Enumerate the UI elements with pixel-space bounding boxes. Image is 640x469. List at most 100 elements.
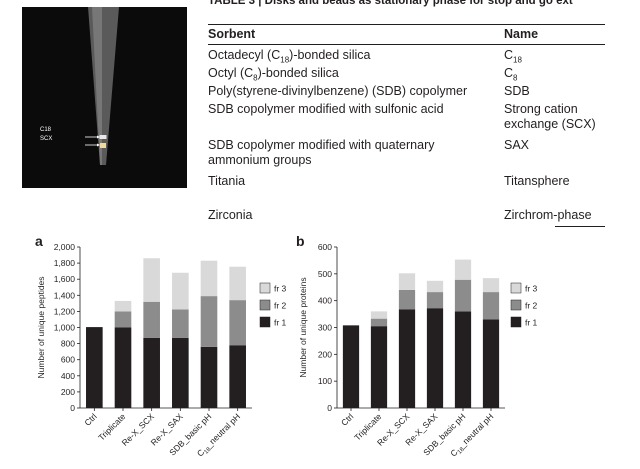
bar-segment bbox=[426, 292, 444, 309]
x-tick-label: Ctrl bbox=[82, 411, 98, 427]
y-tick-label: 1,600 bbox=[54, 274, 76, 284]
bar-segment bbox=[229, 266, 246, 301]
bar-segment bbox=[229, 345, 246, 408]
bar-segment bbox=[200, 346, 218, 408]
bar-segment bbox=[342, 325, 360, 408]
c18-photo-label: C18 bbox=[40, 127, 52, 133]
bar-segment bbox=[454, 311, 472, 408]
table-row-name: Strong cation exchange (SCX) bbox=[504, 102, 596, 131]
y-tick-label: 2,000 bbox=[54, 242, 76, 252]
name-header: Name bbox=[504, 27, 539, 41]
legend-label: fr 1 bbox=[525, 318, 538, 328]
table-row-name: SDB bbox=[504, 84, 530, 98]
y-tick-label: 1,400 bbox=[54, 290, 76, 300]
table-row-sorbent: Octyl (C8)-bonded silica bbox=[208, 66, 339, 83]
y-axis-label: Number of unique peptides bbox=[36, 276, 46, 378]
peptides-chart: a 0 200 400 600 800 1,000 1,200 1,400 1,600 1,800 2… bbox=[35, 233, 287, 460]
table-top-rule bbox=[208, 24, 605, 25]
y-tick-label: 300 bbox=[318, 323, 332, 333]
table-row-sorbent: SDB copolymer modified with quaternary a… bbox=[208, 138, 435, 167]
legend-swatch bbox=[510, 299, 522, 311]
bar-segment bbox=[482, 278, 500, 293]
c18-disk bbox=[99, 135, 107, 139]
legend-swatch bbox=[510, 282, 522, 294]
bar-segment bbox=[398, 289, 416, 310]
y-tick-label: 1,200 bbox=[54, 306, 76, 316]
x-tick-label: Ctrl bbox=[339, 411, 355, 427]
table-row-sorbent: Zirconia bbox=[208, 208, 253, 222]
bar-segment bbox=[370, 318, 388, 327]
y-tick-label: 1,000 bbox=[54, 323, 76, 333]
bar-segment bbox=[172, 337, 189, 408]
c18-arrowhead bbox=[97, 135, 100, 139]
table-bottom-rule bbox=[555, 226, 605, 227]
y-tick-label: 1,800 bbox=[54, 258, 76, 268]
legend-label: fr 2 bbox=[274, 301, 287, 311]
panel-label: a bbox=[35, 233, 43, 249]
bar-segment bbox=[114, 327, 132, 408]
table-row-sorbent: SDB copolymer modified with sulfonic aci… bbox=[208, 102, 444, 116]
legend-swatch bbox=[259, 282, 271, 294]
y-tick-label: 200 bbox=[61, 387, 75, 397]
panel-label: b bbox=[296, 233, 305, 249]
legend-label: fr 1 bbox=[274, 318, 287, 328]
y-tick-label: 800 bbox=[61, 339, 75, 349]
bar-segment bbox=[143, 337, 160, 408]
bar-segment bbox=[172, 272, 189, 310]
table-row-sorbent: Poly(styrene-divinylbenzene) (SDB) copol… bbox=[208, 84, 468, 98]
bar-segment bbox=[200, 296, 218, 347]
legend-label: fr 2 bbox=[525, 301, 538, 311]
bar-segment bbox=[454, 259, 472, 280]
y-tick-label: 200 bbox=[318, 349, 332, 359]
bar-segment bbox=[454, 279, 472, 312]
bar-segment bbox=[114, 300, 132, 312]
table-row-sorbent: Titania bbox=[208, 174, 246, 188]
pipette-tip-highlight bbox=[92, 7, 102, 165]
pipette-tip-image bbox=[85, 7, 119, 165]
table-row-sorbent: Octadecyl (C18)-bonded silica bbox=[208, 48, 371, 65]
bar-segment bbox=[172, 309, 189, 338]
bar-segment bbox=[482, 319, 500, 408]
table-row-name: SAX bbox=[504, 138, 530, 152]
stage-tip-photo: C18 SCX bbox=[22, 7, 187, 188]
bar-segment bbox=[426, 280, 444, 293]
scx-arrowhead bbox=[97, 143, 100, 147]
bar-segment bbox=[482, 292, 500, 320]
y-tick-label: 500 bbox=[318, 269, 332, 279]
legend-label: fr 3 bbox=[274, 284, 287, 294]
table-row-name: Zirchrom-phase bbox=[504, 208, 592, 222]
bar-segment bbox=[370, 311, 388, 319]
scx-disk bbox=[100, 143, 106, 148]
y-tick-label: 600 bbox=[318, 242, 332, 252]
sorbent-header: Sorbent bbox=[208, 27, 256, 41]
legend-swatch bbox=[259, 299, 271, 311]
y-tick-label: 600 bbox=[61, 355, 75, 365]
bar-segment bbox=[86, 327, 103, 408]
y-tick-label: 0 bbox=[70, 403, 75, 413]
proteins-chart: b 0 100 200 300 400 500 600 Number of unique pro… bbox=[296, 233, 538, 460]
legend-swatch bbox=[259, 316, 271, 328]
bar-segment bbox=[426, 308, 444, 408]
table-header-rule bbox=[208, 44, 605, 45]
bar-segment bbox=[143, 258, 160, 302]
legend-label: fr 3 bbox=[525, 284, 538, 294]
table-row-name: C8 bbox=[504, 66, 518, 83]
bar-segment bbox=[200, 260, 218, 297]
table-caption: TABLE 3 | Disks and beads as stationary … bbox=[208, 0, 573, 7]
y-axis-label: Number of unique proteins bbox=[298, 277, 308, 377]
bar-segment bbox=[143, 301, 160, 338]
bar-segment bbox=[398, 309, 416, 408]
bar-segment bbox=[229, 300, 246, 346]
table-row-name: C18 bbox=[504, 48, 522, 65]
legend-swatch bbox=[510, 316, 522, 328]
bar-segment bbox=[370, 326, 388, 408]
y-tick-label: 400 bbox=[61, 371, 75, 381]
y-tick-label: 100 bbox=[318, 376, 332, 386]
bar-segment bbox=[114, 311, 132, 328]
y-tick-label: 400 bbox=[318, 296, 332, 306]
y-tick-label: 0 bbox=[327, 403, 332, 413]
scx-photo-label: SCX bbox=[40, 136, 53, 142]
table-row-name: Titansphere bbox=[504, 174, 570, 188]
bar-segment bbox=[398, 273, 416, 290]
